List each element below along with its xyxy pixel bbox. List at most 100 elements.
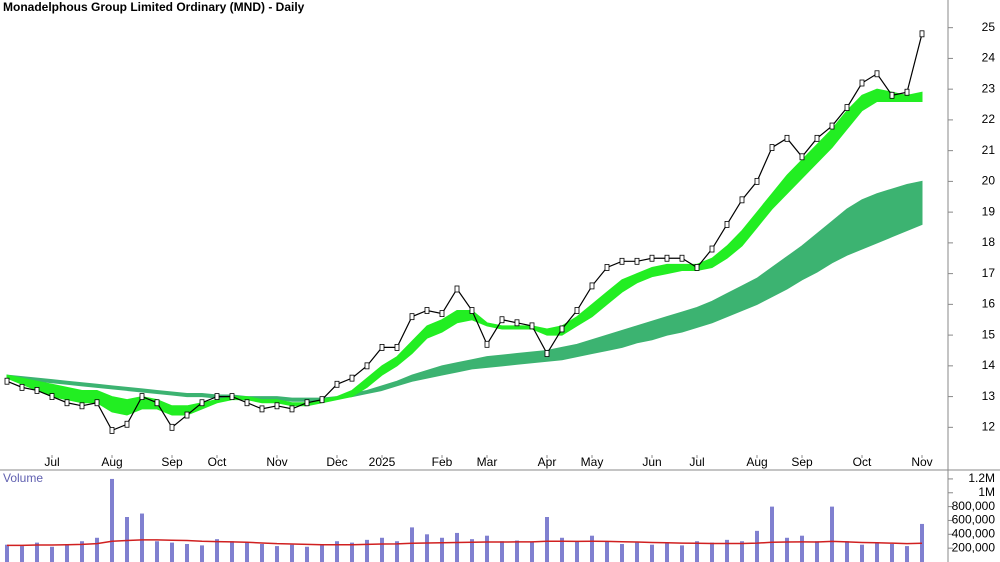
volume-bar — [65, 544, 69, 562]
x-tick-label: Aug — [101, 455, 122, 469]
volume-bar — [755, 530, 759, 562]
x-tick-label: Apr — [538, 455, 557, 469]
volume-tick-label: 1M — [978, 485, 995, 499]
volume-bar — [365, 539, 369, 562]
price-bar — [349, 374, 355, 382]
volume-bar — [530, 541, 534, 562]
volume-bar — [515, 540, 519, 562]
y-tick-label: 18 — [982, 235, 996, 249]
volume-tick-label: 600,000 — [952, 513, 996, 527]
volume-bar — [485, 535, 489, 562]
volume-bar — [20, 546, 24, 562]
y-tick-label: 13 — [982, 389, 996, 403]
price-bar — [274, 402, 280, 410]
chart-title: Monadelphous Group Limited Ordinary (MND… — [3, 0, 305, 14]
price-bar — [424, 307, 430, 314]
x-tick-label: May — [581, 455, 604, 469]
y-tick-label: 21 — [982, 143, 996, 157]
price-bar — [154, 399, 160, 407]
price-bar — [784, 134, 790, 142]
x-tick-label: Nov — [266, 455, 287, 469]
x-tick-label: Nov — [911, 455, 932, 469]
volume-bar — [50, 546, 54, 562]
y-tick-label: 16 — [982, 297, 996, 311]
price-bar — [379, 343, 385, 351]
volume-bar — [800, 535, 804, 562]
price-bar — [544, 350, 550, 357]
volume-bar — [695, 541, 699, 562]
x-tick-label: Oct — [208, 455, 227, 469]
volume-bar — [80, 541, 84, 562]
price-bar — [319, 396, 325, 404]
x-tick-label: Oct — [853, 455, 872, 469]
price-bar — [889, 91, 895, 99]
price-bar — [364, 362, 370, 370]
price-bar — [454, 285, 460, 293]
x-tick-label: Aug — [746, 455, 767, 469]
volume-bar — [470, 539, 474, 562]
price-bar — [859, 79, 865, 87]
moving-average-band — [6, 180, 923, 402]
volume-bar — [35, 542, 39, 562]
price-bar — [874, 70, 880, 78]
price-bar — [604, 264, 610, 271]
volume-bar — [395, 541, 399, 562]
price-bar — [844, 104, 850, 112]
price-bar — [289, 405, 295, 413]
volume-bar — [740, 541, 744, 562]
price-bar — [199, 399, 205, 407]
volume-tick-label: 400,000 — [952, 526, 996, 540]
y-tick-label: 20 — [982, 174, 996, 188]
volume-bar — [260, 544, 264, 562]
volume-bar — [215, 539, 219, 562]
price-bar — [529, 322, 535, 330]
volume-bar — [560, 537, 564, 562]
volume-bar — [335, 541, 339, 562]
price-bar — [514, 319, 520, 327]
volume-bar — [425, 534, 429, 562]
price-bar — [124, 420, 130, 428]
volume-bar — [380, 537, 384, 562]
x-tick-label: 2025 — [369, 455, 396, 469]
volume-bar — [440, 537, 444, 562]
x-tick-label: Jul — [44, 455, 59, 469]
x-tick-label: Dec — [326, 455, 347, 469]
price-bar — [724, 221, 730, 228]
volume-bar — [605, 541, 609, 562]
volume-bar — [830, 506, 834, 562]
volume-bar — [845, 541, 849, 562]
y-tick-label: 12 — [982, 420, 996, 434]
y-tick-label: 17 — [982, 266, 996, 280]
x-tick-label: Sep — [161, 455, 183, 469]
y-tick-label: 23 — [982, 81, 996, 95]
price-bar — [694, 264, 700, 271]
price-bar — [649, 254, 655, 262]
y-tick-label: 14 — [982, 358, 996, 372]
price-bar — [619, 257, 625, 265]
price-bar — [229, 393, 235, 400]
volume-bar — [725, 539, 729, 562]
volume-bar — [665, 543, 669, 562]
x-tick-label: Jun — [642, 455, 661, 469]
volume-bar — [680, 545, 684, 562]
volume-bar — [245, 542, 249, 562]
volume-bar — [905, 546, 909, 562]
y-tick-label: 25 — [982, 20, 996, 34]
volume-bar — [305, 546, 309, 562]
volume-bar — [200, 545, 204, 562]
volume-average — [7, 539, 923, 547]
price-bar — [919, 30, 925, 38]
price-bar — [109, 427, 115, 434]
y-tick-label: 15 — [982, 327, 996, 341]
y-tick-label: 19 — [982, 204, 996, 218]
price-bar — [79, 402, 85, 410]
price-bar — [559, 325, 565, 333]
volume-bar — [125, 517, 129, 562]
price-bar — [634, 257, 640, 265]
volume-bar — [545, 517, 549, 562]
volume-bar — [500, 541, 504, 562]
volume-bar — [575, 541, 579, 562]
volume-label: Volume — [3, 471, 43, 485]
